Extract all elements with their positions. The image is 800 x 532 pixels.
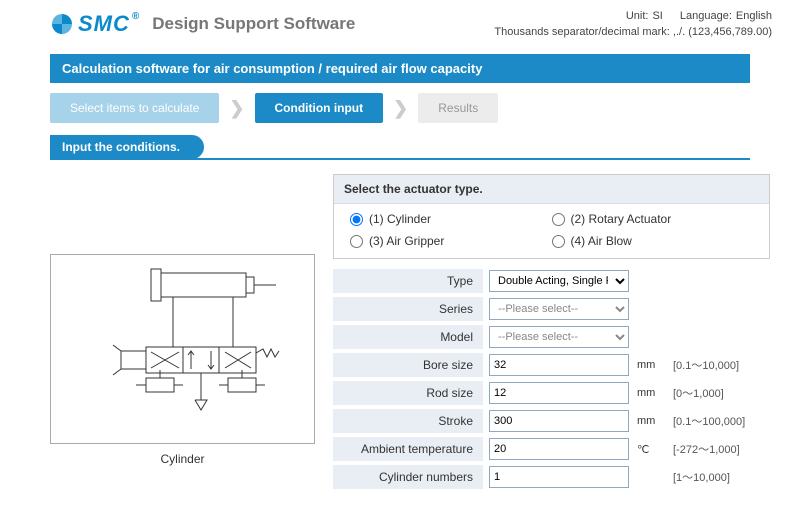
step-results: Results [418, 93, 498, 123]
actuator-option-cylinder[interactable]: (1) Cylinder [350, 212, 552, 226]
parameter-list: Type Double Acting, Single Rod Series --… [333, 269, 770, 489]
actuator-type-panel: Select the actuator type. (1) Cylinder (… [333, 174, 770, 259]
param-label-bore: Bore size [333, 353, 483, 377]
logo: SMC ® [50, 11, 140, 37]
cylnum-range: [1～10,000] [673, 469, 770, 485]
actuator-option-label: (4) Air Blow [571, 234, 632, 248]
unit-value[interactable]: SI [652, 10, 662, 22]
param-label-type: Type [333, 269, 483, 293]
type-select[interactable]: Double Acting, Single Rod [489, 270, 629, 292]
section-heading-text: Input the conditions. [50, 135, 204, 159]
logo-text: SMC [78, 11, 130, 37]
model-select[interactable]: --Please select-- [489, 326, 629, 348]
wizard-steps: Select items to calculate ❯ Condition in… [50, 93, 750, 123]
chevron-icon: ❯ [393, 98, 408, 119]
actuator-option-label: (1) Cylinder [369, 212, 431, 226]
param-label-model: Model [333, 325, 483, 349]
stroke-range: [0.1～100,000] [673, 413, 770, 429]
param-label-cylnum: Cylinder numbers [333, 465, 483, 489]
param-label-rod: Rod size [333, 381, 483, 405]
section-divider [50, 159, 750, 160]
unit-label: Unit: [626, 10, 649, 22]
step-select-items[interactable]: Select items to calculate [50, 93, 219, 123]
temp-input[interactable] [489, 438, 629, 460]
actuator-option-label: (3) Air Gripper [369, 234, 444, 248]
radio-gripper[interactable] [350, 235, 363, 248]
rod-input[interactable] [489, 382, 629, 404]
diagram-caption: Cylinder [50, 452, 315, 466]
radio-cylinder[interactable] [350, 213, 363, 226]
temp-range: [-272～1,000] [673, 441, 770, 457]
logo-icon [50, 12, 74, 36]
actuator-option-gripper[interactable]: (3) Air Gripper [350, 234, 552, 248]
header-settings: Unit:SI Language: English Thousands separ… [494, 8, 772, 40]
bore-unit: mm [633, 359, 673, 371]
param-label-series: Series [333, 297, 483, 321]
actuator-option-rotary[interactable]: (2) Rotary Actuator [552, 212, 754, 226]
rod-range: [0～1,000] [673, 385, 770, 401]
actuator-type-heading: Select the actuator type. [334, 175, 769, 204]
bore-range: [0.1～10,000] [673, 357, 770, 373]
section-heading: Input the conditions. [50, 135, 750, 159]
chevron-icon: ❯ [229, 98, 244, 119]
stroke-input[interactable] [489, 410, 629, 432]
page-title-bar: Calculation software for air consumption… [50, 54, 750, 83]
radio-rotary[interactable] [552, 213, 565, 226]
radio-airblow[interactable] [552, 235, 565, 248]
step-condition-input[interactable]: Condition input [255, 93, 384, 123]
language-value[interactable]: English [736, 10, 772, 22]
param-label-temp: Ambient temperature [333, 437, 483, 461]
cylinder-diagram [50, 254, 315, 444]
separator-setting[interactable]: Thousands separator/decimal mark: ,./. (… [494, 26, 772, 38]
bore-input[interactable] [489, 354, 629, 376]
stroke-unit: mm [633, 415, 673, 427]
header: SMC ® Design Support Software Unit:SI La… [0, 0, 800, 44]
rod-unit: mm [633, 387, 673, 399]
temp-unit: ℃ [633, 443, 673, 456]
param-label-stroke: Stroke [333, 409, 483, 433]
actuator-option-airblow[interactable]: (4) Air Blow [552, 234, 754, 248]
actuator-option-label: (2) Rotary Actuator [571, 212, 672, 226]
cylnum-input[interactable] [489, 466, 629, 488]
series-select[interactable]: --Please select-- [489, 298, 629, 320]
language-label: Language: [680, 10, 732, 22]
app-title: Design Support Software [152, 14, 355, 34]
